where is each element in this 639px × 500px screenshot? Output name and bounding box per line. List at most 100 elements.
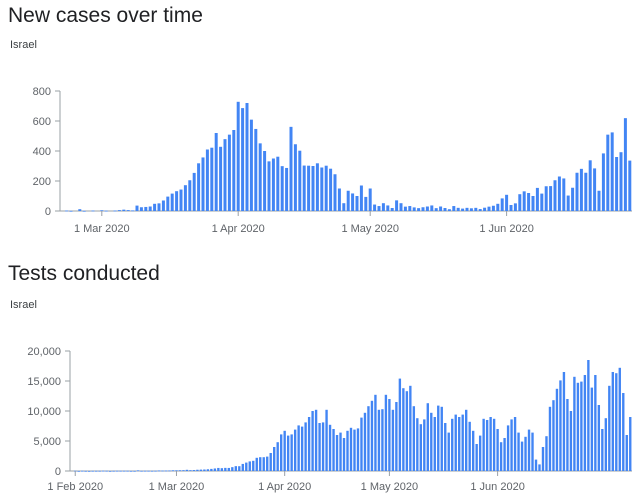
bar [531, 196, 535, 211]
bar [417, 208, 421, 211]
bar [131, 210, 135, 212]
bar [447, 432, 450, 471]
bar [566, 399, 569, 471]
bar [425, 206, 429, 211]
bar [252, 460, 255, 471]
bar [535, 187, 539, 211]
bar [395, 402, 398, 471]
y-tick-label: 15,000 [27, 376, 61, 388]
bar [161, 200, 165, 211]
bar [416, 418, 419, 471]
bar [285, 167, 289, 211]
bar [192, 470, 196, 471]
bar [263, 151, 267, 211]
bar [443, 208, 447, 211]
x-tick-label: 1 Apr 2020 [258, 481, 311, 493]
bar [566, 195, 570, 211]
bar [271, 158, 275, 211]
bar [545, 436, 548, 471]
bar [360, 417, 363, 471]
bar [465, 409, 468, 471]
bar [249, 119, 253, 211]
bar [573, 376, 576, 471]
y-tick-label: 0 [45, 206, 51, 218]
bar [168, 470, 171, 472]
bar [524, 436, 527, 471]
x-tick-label: 1 Jun 2020 [470, 481, 524, 493]
bar [104, 210, 108, 212]
bar [153, 203, 157, 211]
bar [65, 210, 69, 212]
x-tick-label: 1 Mar 2020 [74, 223, 130, 235]
bar [333, 174, 337, 211]
bar [430, 205, 434, 211]
bar [500, 198, 504, 211]
bar [351, 193, 355, 211]
bar [342, 203, 346, 211]
bar [298, 150, 302, 211]
bar [147, 470, 150, 472]
bar [622, 393, 625, 471]
bar [175, 470, 178, 472]
bar [434, 208, 438, 211]
bar [113, 210, 117, 212]
chart-subtitle: Israel [10, 299, 37, 311]
bar [531, 432, 534, 471]
bar [302, 165, 306, 211]
bar [576, 382, 580, 471]
bar [214, 133, 218, 211]
bar [144, 206, 148, 211]
bar [283, 430, 286, 471]
bar [590, 387, 594, 471]
bar [381, 203, 385, 211]
bar [185, 469, 189, 471]
x-tick-label: 1 May 2020 [341, 223, 398, 235]
bar [115, 470, 119, 472]
bar [126, 470, 129, 472]
x-tick-label: 1 Mar 2020 [149, 481, 205, 493]
bar [405, 391, 409, 471]
bar [154, 470, 157, 472]
bar [619, 152, 623, 211]
bar [293, 144, 297, 211]
bar [276, 442, 279, 471]
bar [509, 205, 513, 211]
bar [465, 207, 469, 211]
bar [399, 203, 403, 211]
bar [398, 378, 402, 471]
y-tick-label: 5,000 [33, 436, 61, 448]
bar [569, 411, 573, 471]
bar [329, 168, 333, 211]
bar [499, 442, 503, 471]
bar [601, 429, 604, 471]
bar [245, 462, 248, 471]
bar [355, 196, 359, 211]
bar [182, 470, 185, 471]
bar [175, 191, 179, 211]
bar [88, 470, 91, 472]
bar [126, 210, 130, 211]
bar [517, 432, 520, 471]
bar [359, 185, 363, 211]
bar [615, 373, 618, 471]
bar [150, 470, 154, 472]
y-tick-label: 400 [33, 146, 51, 158]
bar [241, 463, 244, 471]
bar [555, 388, 559, 471]
y-tick-label: 200 [33, 176, 51, 188]
bar [421, 207, 425, 211]
bar [346, 190, 350, 211]
bar [451, 418, 454, 471]
bar [267, 161, 271, 211]
bar [315, 163, 319, 211]
tests-panel: Tests conducted Israel 0 5,000 10,000 15,00… [0, 258, 639, 500]
bar [478, 209, 482, 211]
y-tick-label: 600 [33, 116, 51, 128]
bar [628, 160, 632, 211]
bar [381, 409, 384, 471]
bar [364, 196, 368, 211]
bar [562, 178, 566, 211]
bar [559, 380, 562, 471]
bar [522, 191, 526, 211]
bar [454, 414, 457, 471]
